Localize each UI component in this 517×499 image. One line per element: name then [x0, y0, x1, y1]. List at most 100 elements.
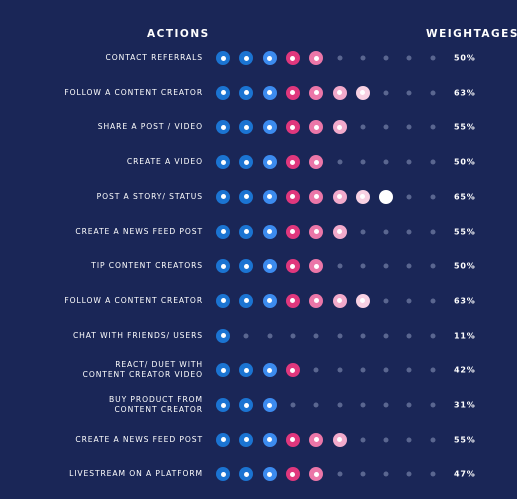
empty-dot [430, 159, 436, 165]
empty-dot [430, 298, 436, 304]
filled-dot [262, 432, 277, 447]
action-label: FOLLOW A CONTENT CREATOR [64, 295, 203, 305]
empty-dot [360, 402, 366, 408]
weightage-value: 65% [454, 192, 476, 202]
weightage-value: 11% [454, 331, 476, 341]
filled-dot [216, 85, 230, 100]
filled-dot [309, 189, 324, 204]
empty-dot [406, 194, 412, 200]
filled-dot [285, 120, 300, 135]
action-label: SHARE A POST / VIDEO [97, 122, 203, 132]
weightage-value: 55% [454, 435, 476, 445]
filled-dot [285, 155, 300, 170]
filled-dot [355, 293, 370, 308]
empty-dot [430, 471, 436, 477]
weightage-value: 50% [454, 261, 476, 271]
empty-dot [430, 437, 436, 443]
empty-dot [383, 367, 389, 373]
empty-dot [430, 333, 436, 339]
filled-dot [216, 155, 230, 170]
filled-dot [355, 85, 370, 100]
action-label: LIVESTREAM ON A PLATFORM [69, 469, 203, 479]
empty-dot [383, 333, 389, 339]
empty-dot [360, 229, 366, 234]
filled-dot [262, 51, 277, 65]
action-label: POST A STORY/ STATUS [96, 191, 203, 201]
filled-dot [309, 224, 324, 239]
action-row: FOLLOW A CONTENT CREATOR 63% [0, 288, 517, 314]
empty-dot [383, 229, 389, 234]
filled-dot [309, 155, 324, 170]
filled-dot [262, 224, 277, 239]
action-label: CREATE A VIDEO [126, 157, 203, 167]
action-label: CREATE A NEWS FEED POST [75, 226, 203, 236]
filled-dot [239, 85, 254, 100]
filled-dot [285, 467, 300, 482]
empty-dot [267, 333, 273, 339]
filled-dot [262, 189, 277, 204]
empty-dot [406, 471, 412, 477]
filled-dot [216, 467, 230, 482]
empty-dot [430, 402, 436, 408]
filled-dot [262, 259, 277, 274]
empty-dot [337, 263, 342, 269]
empty-dot [383, 471, 389, 477]
filled-dot [216, 51, 230, 65]
empty-dot [406, 90, 412, 96]
weightage-value: 55% [454, 122, 476, 132]
weightage-value: 50% [454, 53, 476, 63]
empty-dot [430, 194, 436, 200]
empty-dot [313, 402, 319, 408]
filled-dot [239, 120, 254, 135]
filled-dot [262, 85, 277, 100]
filled-dot [309, 51, 324, 65]
action-row: BUY PRODUCT FROM CONTENT CREATOR 31% [0, 392, 517, 418]
weightage-value: 50% [454, 157, 476, 167]
filled-dot [379, 189, 394, 204]
empty-dot [430, 367, 436, 373]
action-label: REACT/ DUET WITH CONTENT CREATOR VIDEO [82, 360, 203, 380]
filled-dot [285, 189, 300, 204]
filled-dot [262, 293, 277, 308]
filled-dot [239, 224, 254, 239]
filled-dot [309, 259, 324, 274]
empty-dot [430, 229, 436, 234]
filled-dot [309, 85, 324, 100]
action-row: CONTACT REFERRALS 50% [0, 45, 517, 71]
empty-dot [430, 263, 436, 269]
filled-dot [239, 189, 254, 204]
actions-header: ACTIONS [147, 28, 210, 40]
empty-dot [383, 90, 389, 96]
empty-dot [383, 263, 389, 269]
filled-dot [216, 120, 230, 135]
empty-dot [383, 402, 389, 408]
filled-dot [285, 51, 300, 65]
filled-dot [285, 432, 300, 447]
filled-dot [332, 85, 347, 100]
weightage-value: 42% [454, 365, 476, 375]
filled-dot [216, 224, 230, 239]
filled-dot [216, 189, 230, 204]
empty-dot [337, 367, 342, 373]
empty-dot [406, 437, 412, 443]
action-label: CONTACT REFERRALS [105, 53, 203, 62]
weightage-value: 47% [454, 469, 476, 479]
filled-dot [285, 293, 300, 308]
filled-dot [262, 398, 277, 412]
weightage-value: 31% [454, 400, 476, 410]
action-label: FOLLOW A CONTENT CREATOR [64, 87, 203, 97]
filled-dot [285, 259, 300, 274]
empty-dot [430, 55, 436, 61]
filled-dot [216, 328, 230, 343]
empty-dot [383, 124, 389, 130]
empty-dot [313, 367, 319, 373]
empty-dot [406, 159, 412, 165]
filled-dot [309, 293, 324, 308]
filled-dot [285, 363, 300, 378]
empty-dot [290, 402, 296, 408]
filled-dot [332, 432, 347, 447]
filled-dot [262, 467, 277, 482]
empty-dot [360, 437, 366, 443]
weightage-value: 63% [454, 296, 476, 306]
action-label: TIP CONTENT CREATORS [91, 261, 203, 271]
